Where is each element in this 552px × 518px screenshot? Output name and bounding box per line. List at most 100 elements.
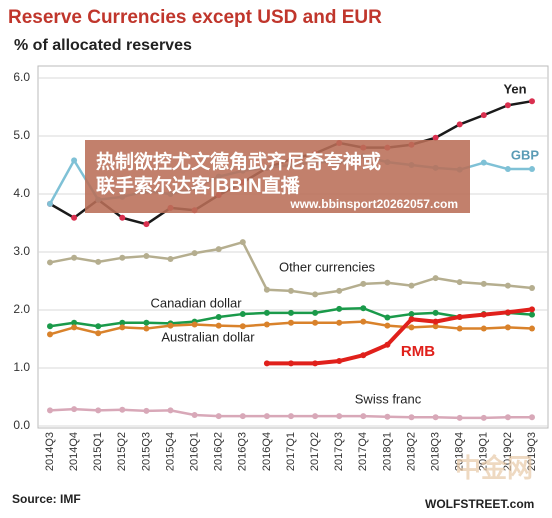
data-point: [312, 360, 319, 367]
data-point: [529, 311, 535, 318]
series-label: Swiss franc: [355, 391, 422, 406]
series-label: Australian dollar: [161, 329, 255, 344]
data-point: [215, 413, 222, 420]
x-tick-label: 2016Q1: [189, 432, 201, 471]
data-point: [263, 321, 270, 328]
data-point: [71, 324, 78, 331]
data-point: [312, 309, 319, 316]
data-point: [71, 214, 78, 221]
series-label: GBP: [511, 147, 540, 162]
data-point: [408, 311, 415, 318]
data-point: [47, 259, 53, 266]
data-point: [408, 316, 415, 323]
data-point: [95, 258, 102, 265]
data-point: [408, 414, 415, 421]
data-point: [239, 239, 246, 246]
y-tick-label: 0.0: [13, 418, 30, 432]
data-point: [288, 413, 294, 420]
chart-title: Reserve Currencies except USD and EUR: [8, 7, 382, 28]
data-point: [384, 341, 391, 348]
y-tick-label: 2.0: [13, 302, 30, 316]
data-point: [143, 407, 150, 414]
data-point: [312, 291, 319, 298]
data-point: [312, 413, 319, 420]
data-point: [288, 309, 294, 316]
data-point: [408, 282, 415, 289]
data-point: [71, 406, 78, 413]
data-point: [432, 318, 439, 325]
data-point: [191, 411, 198, 418]
data-point: [263, 360, 270, 367]
x-tick-label: 2016Q3: [237, 432, 249, 471]
data-point: [288, 319, 294, 326]
data-point: [191, 250, 198, 257]
x-tick-label: 2019Q3: [526, 432, 538, 471]
x-tick-label: 2018Q4: [454, 432, 466, 471]
data-point: [167, 255, 174, 262]
data-point: [432, 275, 439, 282]
data-point: [239, 311, 246, 318]
data-point: [456, 414, 463, 421]
data-point: [119, 324, 126, 331]
data-point: [215, 322, 222, 329]
data-point: [312, 319, 319, 326]
data-point: [239, 413, 246, 420]
data-point: [384, 322, 391, 329]
data-point: [529, 166, 535, 173]
data-point: [119, 319, 126, 326]
credit: WOLFSTREET.com: [425, 497, 534, 511]
data-point: [47, 407, 53, 414]
data-point: [263, 413, 270, 420]
data-point: [119, 254, 126, 261]
y-tick-label: 4.0: [13, 186, 30, 200]
data-point: [504, 282, 511, 289]
data-point: [263, 286, 270, 293]
data-point: [336, 319, 343, 326]
x-tick-label: 2017Q2: [309, 432, 321, 471]
plot: 0.0 1.0 2.0 3.0 4.0 5.0 6.0 2014Q3 2014Q4 2015Q1 2…: [13, 70, 548, 471]
data-point: [456, 279, 463, 286]
data-point: [529, 284, 535, 291]
data-point: [143, 325, 150, 332]
data-point: [529, 306, 535, 313]
x-tick-label: 2016Q4: [261, 432, 273, 471]
data-point: [480, 159, 487, 166]
data-point: [504, 166, 511, 173]
plot-frame: [37, 65, 549, 429]
series-line: [266, 307, 533, 366]
data-point: [143, 221, 150, 228]
data-point: [384, 279, 391, 286]
series-label: Other currencies: [279, 259, 376, 274]
data-point: [480, 112, 487, 119]
data-point: [384, 314, 391, 321]
data-point: [504, 414, 511, 421]
x-tick-label: 2016Q2: [213, 432, 225, 471]
data-point: [167, 407, 174, 414]
data-point: [456, 325, 463, 332]
chart-subtitle: % of allocated reserves: [14, 37, 192, 54]
x-tick-label: 2017Q1: [285, 432, 297, 471]
data-point: [432, 134, 439, 141]
data-point: [191, 321, 198, 328]
x-tick-label: 2018Q2: [405, 432, 417, 471]
x-tick-label: 2014Q3: [44, 432, 56, 471]
overlay-url: www.bbinsport20262057.com: [289, 197, 458, 211]
data-point: [360, 318, 367, 325]
x-tick-label: 2015Q2: [116, 432, 128, 471]
data-point: [408, 324, 415, 331]
series-label: Canadian dollar: [150, 295, 242, 310]
data-point: [71, 157, 78, 164]
overlay-banner: [85, 140, 470, 213]
data-point: [432, 323, 439, 330]
data-point: [95, 330, 102, 337]
data-point: [529, 414, 535, 421]
data-point: [119, 214, 126, 221]
x-tick-label: 2015Q3: [140, 432, 152, 471]
x-tick-label: 2014Q4: [68, 432, 80, 471]
x-tick-label: 2018Q3: [430, 432, 442, 471]
data-point: [480, 280, 487, 287]
data-point: [504, 324, 511, 331]
overlay-line: 热制欲控尤文德角武齐尼奇夸神或: [96, 150, 381, 173]
